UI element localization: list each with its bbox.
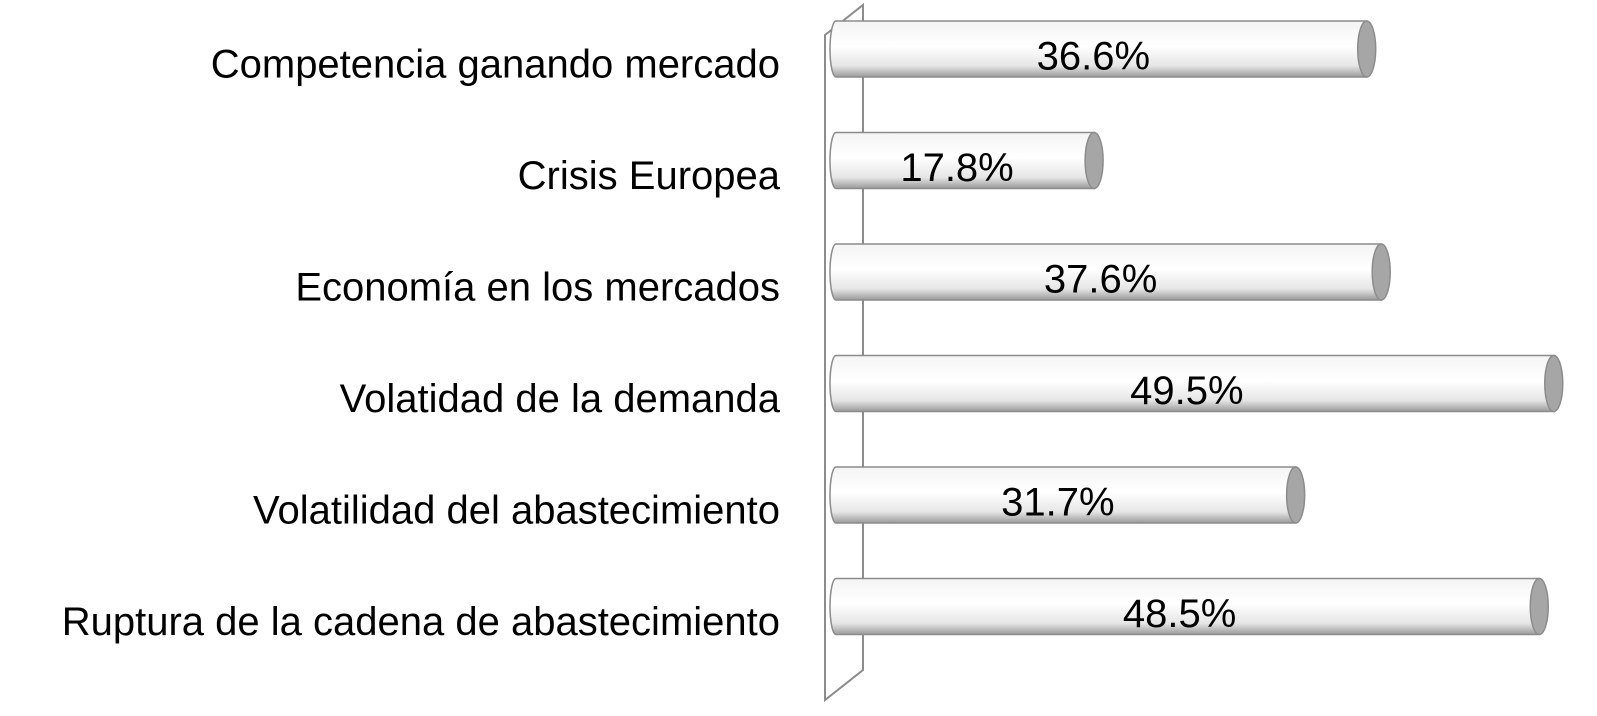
- data-label: 31.7%: [1001, 481, 1114, 525]
- bar-part: [829, 577, 1540, 636]
- bar-part: [1285, 466, 1306, 524]
- bar-part: [829, 20, 1368, 78]
- bar-part: [1371, 243, 1391, 301]
- category-label: Crisis Europea: [518, 154, 781, 198]
- data-label: 49.5%: [1130, 369, 1243, 413]
- bar-part: [829, 466, 1297, 524]
- bar-part: [1084, 131, 1104, 190]
- bar: [829, 20, 1377, 78]
- data-label: 36.6%: [1037, 35, 1150, 79]
- bar: [829, 243, 1391, 301]
- bar: [829, 466, 1306, 524]
- bar-part: [829, 131, 1095, 190]
- bar: [829, 354, 1564, 413]
- bar: [829, 577, 1549, 636]
- data-label: 48.5%: [1123, 592, 1236, 636]
- bar-part: [829, 243, 1382, 301]
- data-label: 37.6%: [1044, 258, 1157, 302]
- category-label: Ruptura de la cadena de abastecimiento: [62, 600, 780, 644]
- category-label: Volatilidad del abastecimiento: [253, 489, 780, 533]
- bar-part: [1544, 354, 1564, 413]
- bar-part: [829, 354, 1555, 413]
- category-label: Economía en los mercados: [295, 266, 780, 310]
- bar-part: [1356, 20, 1377, 78]
- category-label: Competencia ganando mercado: [211, 43, 780, 87]
- bar-part: [1529, 577, 1549, 636]
- bar: [829, 131, 1104, 190]
- data-label: 17.8%: [900, 146, 1013, 190]
- category-label: Volatidad de la demanda: [340, 377, 781, 421]
